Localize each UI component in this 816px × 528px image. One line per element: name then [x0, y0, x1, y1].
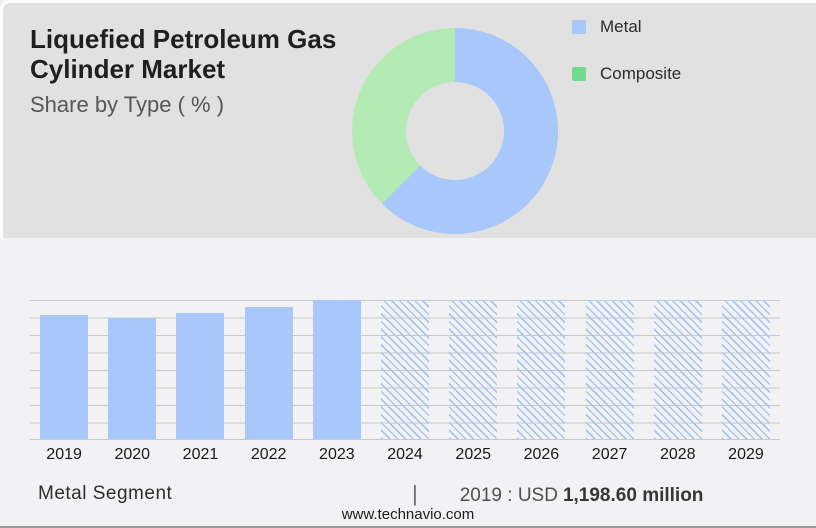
year-label: 2026 [523, 446, 560, 463]
bar-slot [712, 300, 780, 439]
year-label: 2019 [46, 446, 82, 463]
legend: Metal Composite [572, 17, 681, 111]
year-label: 2028 [659, 446, 696, 463]
bar-slot [576, 300, 644, 439]
footer-separator: | [412, 481, 418, 506]
bar-historic [244, 306, 293, 439]
year-label: 2022 [250, 446, 287, 463]
footer-stat-group: | 2019 : USD 1,198.60 million [412, 481, 703, 507]
bar-slot [371, 300, 439, 439]
bar-slot [30, 300, 98, 439]
footer-stat-label: 2019 : USD [459, 485, 558, 506]
bar-forecast-hatched [381, 300, 430, 439]
website-link[interactable]: www.technavio.com [341, 506, 475, 523]
legend-label-composite: Composite [600, 64, 682, 83]
bar-forecast-hatched [721, 300, 770, 439]
footer-stat-value: 1,198.60 million [562, 485, 704, 506]
bar-forecast-hatched [449, 300, 498, 439]
bottom-edge-strip [0, 526, 816, 528]
legend-item-metal: Metal [572, 17, 681, 37]
bar-slot [166, 300, 234, 439]
bar-slot [98, 300, 166, 439]
page-title: Liquefied Petroleum Gas Cylinder Market [30, 24, 337, 85]
donut-chart [352, 28, 558, 234]
bar-forecast-hatched [585, 300, 634, 439]
title-block: Liquefied Petroleum Gas Cylinder Market … [30, 24, 360, 118]
bar-slot [507, 300, 575, 439]
year-label: 2021 [182, 446, 219, 463]
donut-section: Liquefied Petroleum Gas Cylinder Market … [0, 0, 816, 238]
bar-slot [303, 300, 371, 439]
bar-forecast-hatched [517, 300, 566, 439]
bar-historic [40, 314, 89, 439]
bar-historic [312, 300, 361, 439]
bar-chart [30, 300, 780, 440]
bar-section: 2019 2020 2021 2022 2023 2024 2025 2026 2027 2028… [0, 238, 816, 528]
year-label: 2024 [387, 446, 423, 463]
composite-swatch-icon [572, 67, 586, 81]
page-subtitle: Share by Type ( % ) [30, 91, 225, 117]
donut-hole [406, 82, 504, 180]
year-label: 2023 [319, 446, 355, 463]
segment-label: Metal Segment [38, 483, 173, 504]
legend-item-composite: Composite [572, 64, 681, 84]
year-label: 2025 [455, 446, 492, 463]
bar-forecast-hatched [653, 300, 702, 439]
metal-swatch-icon [572, 20, 586, 34]
year-label: 2020 [114, 446, 151, 463]
year-label: 2027 [591, 446, 628, 463]
x-axis-labels: 2019 2020 2021 2022 2023 2024 2025 2026 2027 2028… [30, 446, 780, 464]
bar-slot [439, 300, 507, 439]
bar-slot [235, 300, 303, 439]
bar-historic [176, 312, 225, 439]
footer-stat: 2019 : USD 1,198.60 million [460, 485, 704, 507]
bar-historic [108, 317, 157, 439]
bar-slot [644, 300, 712, 439]
year-label: 2029 [728, 446, 764, 463]
legend-label-metal: Metal [600, 17, 642, 36]
